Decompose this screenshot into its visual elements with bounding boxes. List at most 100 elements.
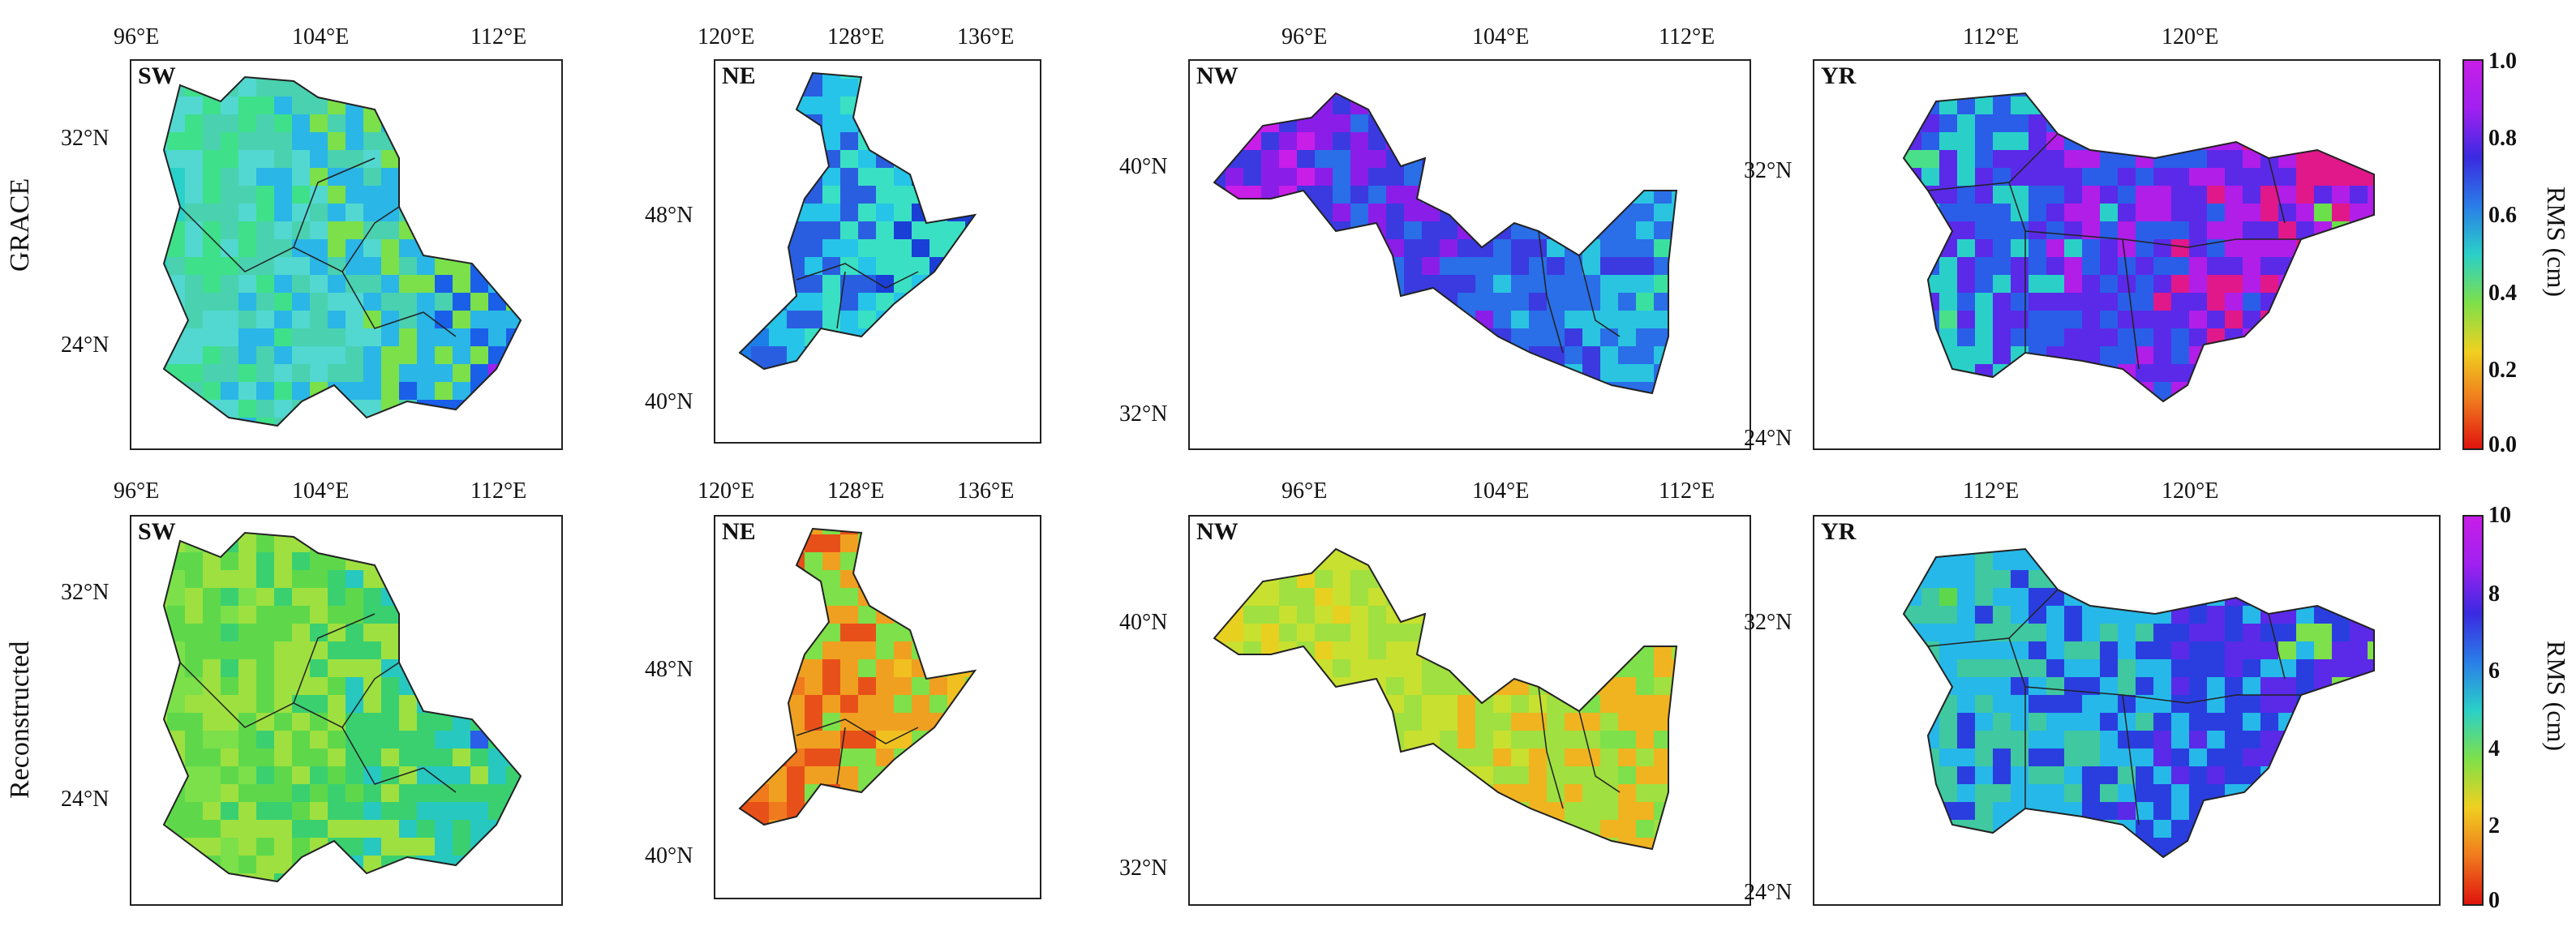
grid-cell <box>2153 132 2172 151</box>
grid-cell <box>1226 748 1244 767</box>
grid-cell <box>2207 382 2226 401</box>
grid-cell <box>1868 97 1887 115</box>
grid-cell <box>1458 517 1476 535</box>
grid-cell <box>1547 435 1565 448</box>
grid-cell <box>2064 435 2083 448</box>
grid-cell <box>470 114 489 133</box>
grid-cell <box>1214 570 1226 589</box>
grid-cell <box>1493 766 1512 785</box>
grid-cell <box>2171 802 2190 821</box>
grid-cell <box>2225 713 2243 731</box>
grid-cell <box>930 364 948 369</box>
grid-cell <box>1582 328 1601 347</box>
grid-cell <box>787 257 805 276</box>
region-label: SW <box>138 62 176 89</box>
grid-cell <box>185 570 204 589</box>
grid-cell <box>2403 641 2422 660</box>
grid-cell <box>1814 552 1833 571</box>
grid-cell <box>1511 132 1530 151</box>
grid-cell <box>2082 802 2101 821</box>
grid-cell <box>1315 856 1333 874</box>
grid-cell <box>1458 257 1476 276</box>
grid-cell <box>2225 731 2243 749</box>
grid-cell <box>453 838 471 856</box>
grid-cell <box>203 221 221 240</box>
grid-cell <box>506 293 521 311</box>
grid-cell <box>876 659 895 678</box>
grid-cell <box>947 97 966 115</box>
grid-cell <box>1600 400 1619 418</box>
grid-cell <box>1297 588 1316 607</box>
grid-cell <box>2046 150 2065 169</box>
grid-cell <box>751 838 770 856</box>
grid-cell <box>1261 606 1280 624</box>
grid-cell <box>1279 820 1298 838</box>
grid-cell <box>1707 97 1726 115</box>
grid-cell <box>1493 382 1512 393</box>
grid-cell <box>912 328 930 347</box>
grid-cell <box>221 641 239 660</box>
grid-cell <box>1832 731 1851 749</box>
grid-cell <box>1529 382 1548 393</box>
grid-cell <box>1511 624 1530 642</box>
grid-cell <box>769 624 788 642</box>
grid-cell <box>1315 570 1333 589</box>
grid-cell <box>2118 641 2136 660</box>
grid-cell <box>2243 856 2261 857</box>
grid-cell <box>1297 659 1316 678</box>
grid-cell <box>930 435 948 442</box>
grid-cell <box>2296 328 2315 347</box>
grid-cell <box>292 731 311 749</box>
grid-cell <box>1279 873 1298 892</box>
grid-cell <box>1814 239 1833 258</box>
grid-cell <box>930 838 948 856</box>
grid-cell <box>715 695 734 714</box>
grid-cell <box>542 435 560 448</box>
grid-cell <box>2189 382 2208 401</box>
grid-cell <box>274 659 293 678</box>
grid-cell <box>1019 328 1037 347</box>
grid-cell <box>769 418 788 436</box>
grid-cell <box>840 346 859 365</box>
grid-cell <box>840 856 859 874</box>
grid-cell <box>2260 61 2279 79</box>
grid-cell <box>1743 221 1750 240</box>
grid-cell <box>238 802 257 821</box>
grid-cell <box>470 204 489 222</box>
grid-cell <box>1832 677 1851 696</box>
grid-cell <box>1019 114 1037 133</box>
grid-cell <box>2403 677 2422 696</box>
grid-cell <box>221 570 239 589</box>
grid-cell <box>983 364 1002 383</box>
grid-cell <box>2368 588 2374 607</box>
grid-cell <box>2225 802 2243 821</box>
grid-cell <box>560 168 561 187</box>
grid-cell <box>2296 364 2315 383</box>
colorbar-tick: 0 <box>2488 888 2500 913</box>
grid-cell <box>787 97 805 115</box>
grid-cell <box>2207 784 2226 803</box>
grid-cell <box>2296 168 2315 187</box>
grid-cell <box>2368 606 2374 624</box>
grid-cell <box>1190 677 1209 696</box>
grid-cell <box>256 346 275 365</box>
grid-cell <box>2368 838 2374 856</box>
grid-cell <box>399 293 418 311</box>
grid-cell <box>185 97 204 115</box>
grid-cell <box>2189 549 2208 553</box>
grid-cell <box>470 435 489 448</box>
grid-cell <box>417 150 436 169</box>
map-panel-yr-reconstructed: YR <box>1813 515 2441 906</box>
grid-cell <box>2243 61 2261 79</box>
grid-cell <box>1001 624 1020 642</box>
grid-cell <box>2011 257 2029 276</box>
grid-cell <box>1832 346 1851 365</box>
grid-cell <box>1565 677 1583 696</box>
grid-cell <box>542 168 560 187</box>
grid-cell <box>346 731 364 749</box>
grid-cell <box>912 418 930 436</box>
grid-cell <box>2314 588 2333 607</box>
grid-cell <box>470 400 489 418</box>
grid-cell <box>1261 364 1280 383</box>
grid-cell <box>2385 659 2404 678</box>
